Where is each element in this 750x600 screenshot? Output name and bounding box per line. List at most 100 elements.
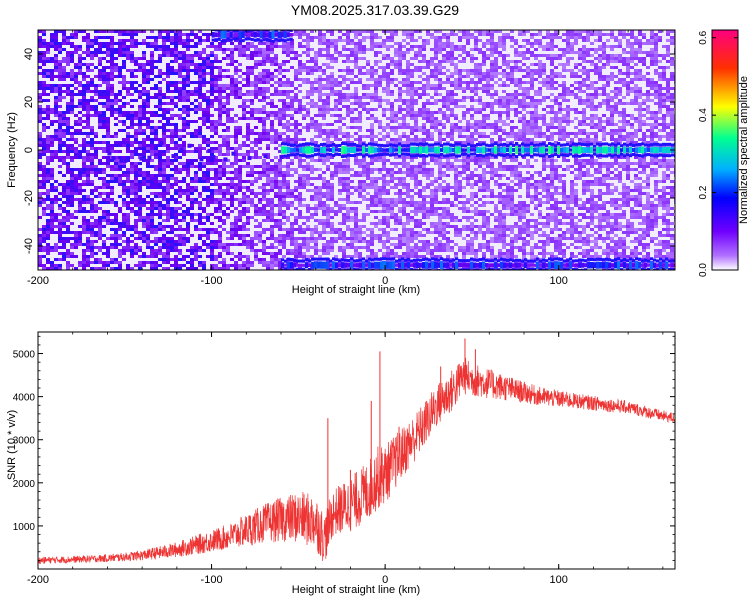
spectrogram-cell (66, 171, 70, 174)
spectrogram-cell (278, 249, 282, 252)
spectrogram-cell (374, 141, 378, 144)
spectrogram-cell (226, 189, 230, 192)
spectrogram-cell (166, 123, 170, 126)
spectrogram-cell (154, 93, 158, 96)
spectrogram-cell (38, 132, 42, 135)
spectrogram-cell (38, 201, 42, 204)
spectrogram-cell (318, 96, 322, 99)
spectrogram-cell (210, 153, 214, 156)
spectrogram-cell (230, 135, 234, 138)
spectrogram-cell (58, 231, 62, 234)
spectrogram-cell (170, 135, 174, 138)
spectrogram-cell (406, 252, 410, 255)
spectrogram-cell (350, 141, 354, 144)
spectrogram-cell (118, 99, 122, 102)
spectrogram-cell (422, 129, 426, 132)
spectrogram-cell (414, 120, 418, 123)
spectrogram-cell (130, 246, 134, 249)
spectrogram-cell (246, 186, 250, 189)
spectrogram-cell (42, 207, 46, 210)
spectrogram-cell (174, 201, 178, 204)
spectrogram-cell (306, 237, 310, 240)
spectrogram-cell (294, 99, 298, 102)
spectrogram-cell (278, 210, 282, 213)
spectrogram-cell (402, 57, 406, 60)
spectrogram-cell (162, 54, 166, 57)
spectrogram-cell (126, 93, 130, 96)
spectrogram-cell (210, 255, 214, 258)
spectrogram-cell (330, 30, 334, 33)
spectrogram-cell (186, 186, 190, 189)
spectrogram-cell (418, 87, 422, 90)
spectrogram-cell (222, 51, 226, 54)
spectrogram-cell (318, 219, 322, 222)
spectrogram-cell (350, 72, 354, 75)
spectrogram-cell (354, 207, 358, 210)
spectrogram-cell (198, 78, 202, 81)
spectrogram-cell (142, 81, 146, 84)
spectrogram-cell (382, 186, 386, 189)
spectrogram-cell (170, 258, 174, 261)
spectrogram-cell (182, 141, 186, 144)
spectrogram-cell (334, 132, 338, 135)
spectrogram-cell (106, 99, 110, 102)
spectrogram-cell (174, 36, 178, 39)
spectrogram-cell (198, 249, 202, 252)
spectrogram-cell (346, 105, 350, 108)
spectrogram-cell (354, 42, 358, 45)
spectrogram-cell (210, 231, 214, 234)
spectrogram-cell (274, 195, 278, 198)
spectrogram-cell (338, 198, 342, 201)
spectrogram-cell (74, 150, 78, 153)
spectrogram-cell (390, 216, 394, 219)
spectrogram-cell (258, 75, 262, 78)
spectrogram-cell (278, 114, 282, 117)
spectrogram-cell (410, 189, 414, 192)
spectrogram-cell (326, 48, 330, 51)
spectrogram-cell (242, 180, 246, 183)
spectrogram-cell (150, 78, 154, 81)
spectrogram-cell (342, 165, 346, 168)
spectrogram-cell (166, 255, 170, 258)
spectrogram-cell (66, 231, 70, 234)
spectrogram-cell (374, 210, 378, 213)
spectrogram-cell (146, 150, 150, 153)
spectrogram-cell (198, 105, 202, 108)
spectrogram-cell (170, 186, 174, 189)
spectrogram-cell (102, 219, 106, 222)
spectrogram-cell (158, 36, 162, 39)
spectrogram-cell (278, 213, 282, 216)
spectrogram-cell (146, 261, 150, 264)
spectrogram-cell (62, 39, 66, 42)
spectrogram-cell (338, 138, 342, 141)
spectrogram-cell (174, 198, 178, 201)
spectrogram-cell (66, 150, 70, 153)
spectrogram-cell (258, 240, 262, 243)
spectrogram-cell (58, 222, 62, 225)
spectrogram-cell (242, 84, 246, 87)
spectrogram-cell (330, 243, 334, 246)
spectrogram-cell (326, 210, 330, 213)
spectrogram-cell (206, 45, 210, 48)
spectrogram-cell (174, 105, 178, 108)
spectrogram-cell (222, 189, 226, 192)
spectrogram-cell (314, 102, 318, 105)
spectrogram-cell (202, 63, 206, 66)
spectrogram-cell (74, 183, 78, 186)
spectrogram-cell (182, 168, 186, 171)
spectrogram-cell (330, 240, 334, 243)
spectrogram-cell (38, 42, 42, 45)
spectrogram-cell (286, 93, 290, 96)
spectrogram-cell (366, 240, 370, 243)
spectrogram-cell (46, 246, 50, 249)
spectrogram-cell (190, 219, 194, 222)
spectrogram-cell (210, 159, 214, 162)
spectrogram-cell (74, 120, 78, 123)
spectrogram-cell (342, 105, 346, 108)
spectrogram-cell (270, 246, 274, 249)
spectrogram-cell (166, 213, 170, 216)
spectrogram-cell (382, 39, 386, 42)
spectrogram-cell (46, 84, 50, 87)
spectrogram-cell (262, 198, 266, 201)
spectrogram-cell (222, 264, 226, 267)
